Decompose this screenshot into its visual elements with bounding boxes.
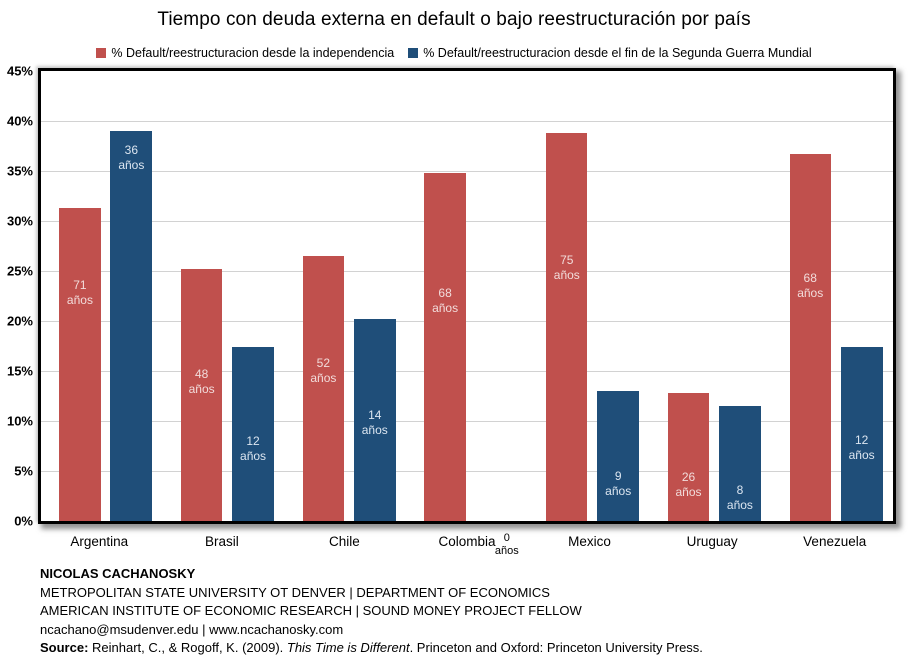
x-axis-label-brasil: Brasil bbox=[204, 534, 239, 549]
bar-label-venezuela-independencia: 68 años bbox=[797, 271, 824, 300]
bar-group-colombia: 68 años bbox=[406, 71, 528, 521]
gridline-20 bbox=[41, 320, 893, 322]
gridline-10 bbox=[41, 420, 893, 422]
footer: NICOLAS CACHANOSKY METROPOLITAN STATE UN… bbox=[40, 565, 703, 658]
source-suffix: . Princeton and Oxford: Princeton Univer… bbox=[409, 640, 703, 655]
x-axis-labels: Argentina Brasil Chile Colombia 0 años Mexico… bbox=[38, 524, 896, 564]
bar-mexico-independencia: 75 años bbox=[546, 133, 588, 521]
legend-item-independencia: % Default/reestructuracion desde la inde… bbox=[96, 46, 394, 60]
bar-label-brasil-posguerra: 12 años bbox=[240, 434, 267, 463]
footer-author: NICOLAS CACHANOSKY bbox=[40, 566, 196, 581]
bar-venezuela-posguerra: 12 años bbox=[840, 347, 883, 521]
bar-label-colombia-posguerra-zero: 0 años bbox=[494, 532, 519, 557]
gridline-35 bbox=[41, 170, 893, 172]
chart-title: Tiempo con deuda externa en default o ba… bbox=[157, 9, 751, 30]
x-slot-colombia: Colombia 0 años bbox=[406, 524, 529, 564]
bar-label-uruguay-independencia: 26 años bbox=[675, 470, 702, 499]
bar-label-brasil-independencia: 48 años bbox=[188, 367, 215, 396]
x-slot-argentina: Argentina bbox=[38, 524, 161, 564]
bar-chile-posguerra: 14 años bbox=[353, 319, 396, 521]
bar-group-mexico: 75 años 9 años bbox=[528, 71, 650, 521]
gridline-15 bbox=[41, 370, 893, 372]
bar-uruguay-posguerra: 8 años bbox=[718, 406, 761, 521]
bar-argentina-independencia: 71 años bbox=[59, 208, 101, 521]
bar-label-chile-posguerra: 14 años bbox=[361, 408, 388, 437]
bar-label-uruguay-posguerra: 8 años bbox=[726, 483, 753, 512]
y-tick-label-15: 15% bbox=[6, 363, 33, 379]
x-slot-chile: Chile bbox=[283, 524, 406, 564]
x-slot-venezuela: Venezuela bbox=[773, 524, 896, 564]
x-axis-label-mexico: Mexico bbox=[568, 534, 611, 549]
footer-affiliation-1: METROPOLITAN STATE UNIVERSITY OT DENVER … bbox=[40, 584, 550, 600]
bar-label-chile-independencia: 52 años bbox=[310, 356, 337, 385]
legend-marker-posguerra-icon bbox=[408, 48, 419, 58]
y-tick-label-5: 5% bbox=[14, 463, 33, 479]
chart-legend: % Default/reestructuracion desde la inde… bbox=[0, 46, 908, 60]
bar-brasil-posguerra: 12 años bbox=[232, 347, 275, 521]
bar-label-mexico-independencia: 75 años bbox=[553, 253, 580, 282]
bar-label-venezuela-posguerra: 12 años bbox=[848, 433, 875, 463]
y-axis-labels: 0% 5% 10% 15% 20% 25% 30% 35% 40% 45% bbox=[0, 64, 33, 529]
y-tick-label-25: 25% bbox=[6, 263, 33, 279]
gridline-30 bbox=[41, 220, 893, 222]
x-axis-label-argentina: Argentina bbox=[70, 534, 129, 549]
gridline-25 bbox=[41, 270, 893, 272]
y-tick-label-20: 20% bbox=[6, 313, 33, 329]
bars-layer: 71 años 36 años 48 años 12 años 52 años 14 añ… bbox=[41, 71, 893, 521]
legend-label-posguerra: % Default/reestructuracion desde el fin … bbox=[423, 46, 812, 60]
gridlines-layer bbox=[41, 71, 893, 521]
x-axis-label-uruguay: Uruguay bbox=[686, 534, 738, 549]
y-tick-label-40: 40% bbox=[6, 113, 33, 129]
legend-marker-independencia-icon bbox=[96, 48, 107, 58]
x-slot-brasil: Brasil bbox=[161, 524, 284, 564]
source-prefix: Source: bbox=[40, 640, 89, 655]
y-tick-label-35: 35% bbox=[6, 163, 33, 179]
bar-group-uruguay: 26 años 8 años bbox=[650, 71, 772, 521]
bar-mexico-posguerra: 9 años bbox=[597, 391, 640, 521]
legend-label-independencia: % Default/reestructuracion desde la inde… bbox=[111, 46, 395, 60]
footer-affiliation-2: AMERICAN INSTITUTE OF ECONOMIC RESEARCH … bbox=[40, 603, 582, 618]
bar-label-argentina-posguerra: 36 años bbox=[118, 143, 145, 172]
bar-venezuela-independencia: 68 años bbox=[789, 154, 831, 521]
bar-group-argentina: 71 años 36 años bbox=[41, 71, 163, 521]
bar-argentina-posguerra: 36 años bbox=[110, 131, 153, 521]
x-axis-label-colombia: Colombia bbox=[438, 534, 496, 549]
bar-group-brasil: 48 años 12 años bbox=[163, 71, 285, 521]
y-tick-label-0: 0% bbox=[14, 513, 33, 529]
bar-group-venezuela: 68 años 12 años bbox=[771, 71, 893, 521]
x-axis-label-venezuela: Venezuela bbox=[803, 534, 867, 549]
bar-brasil-independencia: 48 años bbox=[180, 269, 223, 521]
x-slot-mexico: Mexico bbox=[528, 524, 651, 564]
bar-group-chile: 52 años 14 años bbox=[284, 71, 406, 521]
x-axis-label-chile: Chile bbox=[329, 534, 360, 549]
source-book-title: This Time is Different bbox=[286, 640, 410, 655]
y-tick-label-45: 45% bbox=[6, 63, 33, 79]
bar-uruguay-independencia: 26 años bbox=[667, 393, 710, 521]
bar-chile-independencia: 52 años bbox=[302, 256, 345, 521]
legend-item-posguerra: % Default/reestructuracion desde el fin … bbox=[408, 46, 812, 60]
bar-colombia-independencia: 68 años bbox=[424, 173, 466, 521]
y-tick-label-30: 30% bbox=[6, 213, 33, 229]
gridline-5 bbox=[41, 470, 893, 472]
gridline-40 bbox=[41, 120, 893, 122]
footer-source-line: Source: Reinhart, C., & Rogoff, K. (2009… bbox=[40, 639, 703, 658]
bar-label-mexico-posguerra: 9 años bbox=[605, 469, 632, 498]
plot-area: 71 años 36 años 48 años 12 años 52 años 14 añ… bbox=[38, 68, 896, 524]
bar-label-argentina-independencia: 71 años bbox=[66, 278, 93, 307]
footer-contact: ncachano@msudenver.edu | www.ncachanosky… bbox=[40, 621, 344, 637]
bar-label-colombia-independencia: 68 años bbox=[432, 286, 459, 315]
x-slot-uruguay: Uruguay bbox=[651, 524, 774, 564]
source-citation: Reinhart, C., & Rogoff, K. (2009). bbox=[88, 640, 287, 655]
y-tick-label-10: 10% bbox=[6, 413, 33, 429]
